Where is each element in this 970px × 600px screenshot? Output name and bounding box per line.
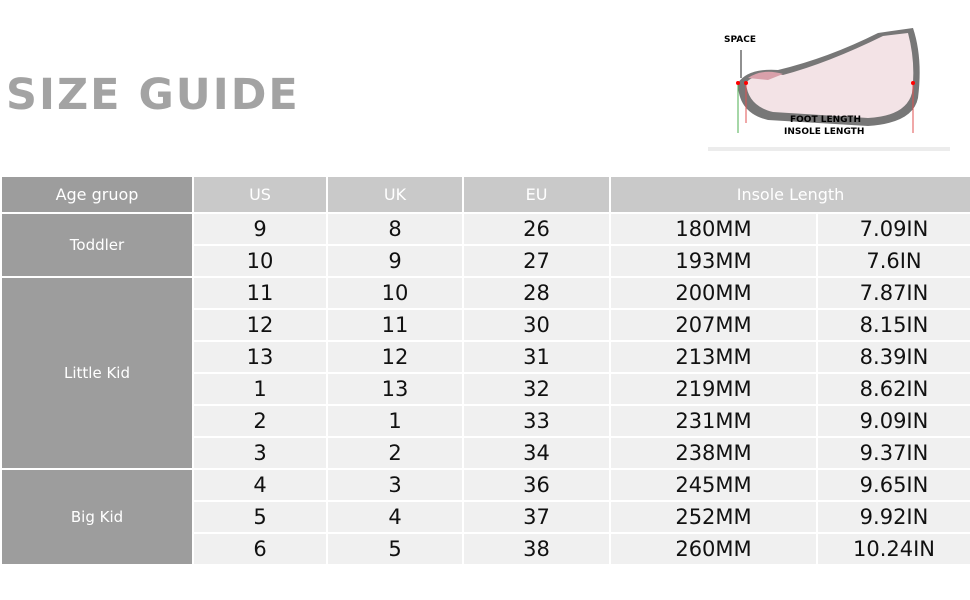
uk-cell: 3	[326, 468, 464, 502]
foot-measurement-diagram: SPACE FOOT LENGTH INSOLE LENGTH	[724, 28, 920, 137]
eu-cell: 30	[462, 308, 611, 342]
space-label: SPACE	[724, 35, 756, 45]
insole-in-cell: 9.09IN	[815, 404, 970, 438]
us-cell: 3	[192, 436, 328, 470]
uk-cell: 10	[326, 276, 464, 310]
foot-shape	[746, 33, 914, 118]
table-row: 13 12 31 213MM 8.39IN	[1, 340, 970, 374]
insole-mm-cell: 260MM	[609, 532, 818, 566]
insole-mm-cell: 193MM	[609, 244, 818, 278]
insole-mm-cell: 219MM	[609, 372, 818, 406]
eu-cell: 38	[462, 532, 611, 566]
eu-cell: 27	[462, 244, 611, 278]
insole-in-cell: 7.6IN	[815, 244, 970, 278]
eu-cell: 32	[462, 372, 611, 406]
us-cell: 1	[192, 372, 328, 406]
table-row: Big Kid 4 3 36 245MM 9.65IN	[0, 468, 970, 566]
table-row: 12 11 30 207MM 8.15IN	[1, 308, 970, 342]
insole-mm-cell: 245MM	[609, 468, 818, 502]
eu-cell: 28	[462, 276, 611, 310]
insole-in-cell: 9.65IN	[815, 468, 970, 502]
table-row: 5 4 37 252MM 9.92IN	[1, 500, 970, 534]
uk-cell: 8	[326, 212, 464, 246]
uk-cell: 13	[326, 372, 464, 406]
divider	[708, 147, 950, 151]
table-row: Toddler 9 8 26 180MM 7.09IN	[0, 212, 970, 278]
us-cell: 13	[192, 340, 328, 374]
uk-cell: 5	[326, 532, 464, 566]
uk-cell: 2	[326, 436, 464, 470]
us-cell: 10	[192, 244, 328, 278]
header-row: Age gruop US UK EU Insole Length	[0, 175, 970, 214]
table-row: 10 9 27 193MM 7.6IN	[1, 244, 970, 278]
us-cell: 2	[192, 404, 328, 438]
table-row: 3 2 34 238MM 9.37IN	[1, 436, 970, 470]
header-us: US	[192, 175, 328, 214]
uk-cell: 11	[326, 308, 464, 342]
insole-mm-cell: 231MM	[609, 404, 818, 438]
table-row: Little Kid 11 10 28 200MM 7.87IN	[0, 276, 970, 470]
header-eu: EU	[462, 175, 611, 214]
header-uk: UK	[326, 175, 464, 214]
eu-cell: 34	[462, 436, 611, 470]
insole-in-cell: 9.37IN	[815, 436, 970, 470]
insole-mm-cell: 207MM	[609, 308, 818, 342]
insole-in-cell: 8.39IN	[815, 340, 970, 374]
us-cell: 4	[192, 468, 328, 502]
header-age-group: Age gruop	[0, 175, 194, 214]
foot-length-label: FOOT LENGTH	[790, 115, 861, 125]
insole-mm-cell: 200MM	[609, 276, 818, 310]
us-cell: 11	[192, 276, 328, 310]
insole-mm-cell: 238MM	[609, 436, 818, 470]
insole-mm-cell: 213MM	[609, 340, 818, 374]
us-cell: 5	[192, 500, 328, 534]
uk-cell: 4	[326, 500, 464, 534]
insole-length-label: INSOLE LENGTH	[784, 127, 864, 137]
insole-mm-cell: 252MM	[609, 500, 818, 534]
size-table: Age gruop US UK EU Insole Length Toddler…	[0, 175, 970, 566]
us-cell: 6	[192, 532, 328, 566]
insole-in-cell: 7.09IN	[815, 212, 970, 246]
age-group-cell: Little Kid	[0, 276, 194, 470]
insole-in-cell: 10.24IN	[815, 532, 970, 566]
eu-cell: 37	[462, 500, 611, 534]
eu-cell: 36	[462, 468, 611, 502]
table-row: 1 13 32 219MM 8.62IN	[1, 372, 970, 406]
uk-cell: 12	[326, 340, 464, 374]
insole-mm-cell: 180MM	[609, 212, 818, 246]
eu-cell: 26	[462, 212, 611, 246]
table-row: 6 5 38 260MM 10.24IN	[1, 532, 970, 566]
age-group-cell: Big Kid	[0, 468, 194, 566]
uk-cell: 9	[326, 244, 464, 278]
insole-in-cell: 8.15IN	[815, 308, 970, 342]
us-cell: 9	[192, 212, 328, 246]
us-cell: 12	[192, 308, 328, 342]
eu-cell: 33	[462, 404, 611, 438]
page-title: SIZE GUIDE	[6, 70, 300, 120]
insole-in-cell: 7.87IN	[815, 276, 970, 310]
eu-cell: 31	[462, 340, 611, 374]
header-insole-length: Insole Length	[608, 175, 970, 214]
insole-in-cell: 9.92IN	[815, 500, 970, 534]
insole-in-cell: 8.62IN	[815, 372, 970, 406]
age-group-cell: Toddler	[0, 212, 194, 278]
uk-cell: 1	[326, 404, 464, 438]
table-row: 2 1 33 231MM 9.09IN	[1, 404, 970, 438]
